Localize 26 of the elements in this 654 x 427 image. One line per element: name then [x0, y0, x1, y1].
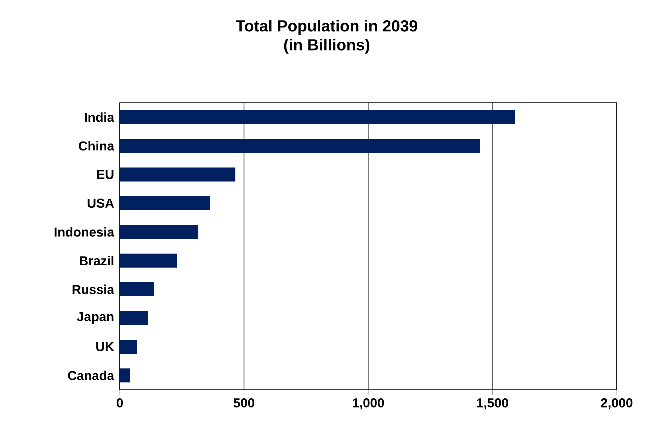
- chart-title: Total Population in 2039 (in Billions): [236, 20, 418, 54]
- y-tick-label: Brazil: [80, 256, 114, 266]
- bar: [120, 254, 178, 268]
- y-tick-label: USA: [88, 198, 114, 208]
- bar: [120, 368, 130, 383]
- bar: [120, 168, 236, 182]
- bar: [120, 282, 154, 297]
- bar: [120, 110, 516, 124]
- y-tick-label: EU: [97, 170, 114, 180]
- y-tick-label: Russia: [72, 284, 115, 294]
- y-tick-label: Indonesia: [54, 227, 115, 237]
- bar: [120, 139, 480, 154]
- bar: [120, 196, 210, 210]
- x-tick-label: 1,000: [353, 398, 384, 410]
- y-tick-label: Canada: [68, 370, 115, 380]
- bar: [120, 225, 198, 240]
- y-tick-label: UK: [96, 342, 114, 352]
- x-tick-label: 1,500: [477, 398, 508, 410]
- bar: [120, 340, 138, 354]
- y-tick-label: Japan: [77, 312, 114, 324]
- y-tick-label: China: [79, 141, 115, 151]
- x-tick-label: 0: [116, 398, 124, 408]
- y-tick-label: India: [85, 112, 115, 122]
- bar: [120, 311, 148, 326]
- x-tick-label: 500: [234, 398, 255, 408]
- x-tick-label: 2,000: [601, 398, 633, 410]
